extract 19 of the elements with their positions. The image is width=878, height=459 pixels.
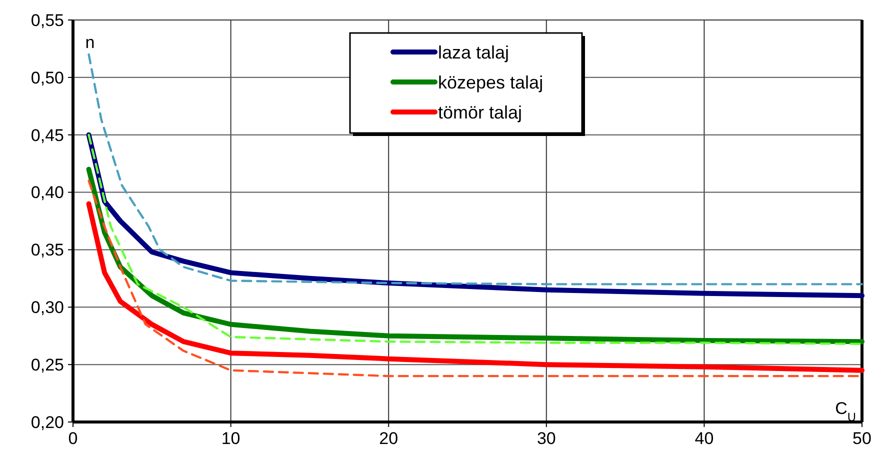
y-tick-label: 0,45: [30, 126, 64, 145]
y-tick-label: 0,20: [30, 412, 64, 432]
y-axis-title: n: [85, 33, 95, 52]
y-tick-label: 0,25: [30, 356, 64, 375]
y-tick-label: 0,35: [30, 240, 64, 260]
line-series: [88, 134, 864, 345]
y-tick-label: 0,30: [30, 298, 64, 318]
y-tick-label: 0,40: [30, 183, 64, 202]
legend-label: közepes talaj: [438, 72, 544, 92]
x-tick-label: 10: [221, 429, 240, 448]
legend-label: laza talaj: [438, 42, 510, 62]
y-tick-label: 0,50: [30, 68, 64, 88]
y-tick-label: 0,55: [30, 10, 64, 30]
x-tick-label: 40: [694, 429, 714, 448]
x-tick-label: 50: [852, 429, 872, 448]
x-tick-label: 30: [536, 429, 556, 448]
legend-label: tömör talaj: [438, 102, 522, 122]
x-tick-label: 20: [379, 429, 398, 448]
x-tick-label: 0: [68, 429, 78, 448]
